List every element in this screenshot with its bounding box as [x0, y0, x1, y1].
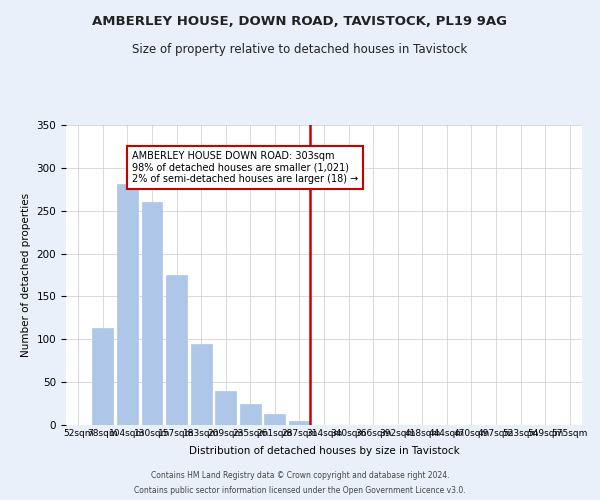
Y-axis label: Number of detached properties: Number of detached properties — [21, 193, 31, 357]
Bar — [215, 390, 236, 425]
Bar — [142, 202, 163, 425]
Bar — [92, 328, 113, 425]
Text: Size of property relative to detached houses in Tavistock: Size of property relative to detached ho… — [133, 42, 467, 56]
Bar — [166, 275, 187, 425]
X-axis label: Distribution of detached houses by size in Tavistock: Distribution of detached houses by size … — [188, 446, 460, 456]
Text: Contains public sector information licensed under the Open Government Licence v3: Contains public sector information licen… — [134, 486, 466, 495]
Bar — [240, 404, 261, 425]
Bar — [117, 184, 138, 425]
Text: AMBERLEY HOUSE DOWN ROAD: 303sqm
98% of detached houses are smaller (1,021)
2% o: AMBERLEY HOUSE DOWN ROAD: 303sqm 98% of … — [133, 150, 359, 184]
Text: Contains HM Land Registry data © Crown copyright and database right 2024.: Contains HM Land Registry data © Crown c… — [151, 471, 449, 480]
Text: AMBERLEY HOUSE, DOWN ROAD, TAVISTOCK, PL19 9AG: AMBERLEY HOUSE, DOWN ROAD, TAVISTOCK, PL… — [92, 15, 508, 28]
Bar — [265, 414, 286, 425]
Bar — [191, 344, 212, 425]
Bar — [289, 420, 310, 425]
